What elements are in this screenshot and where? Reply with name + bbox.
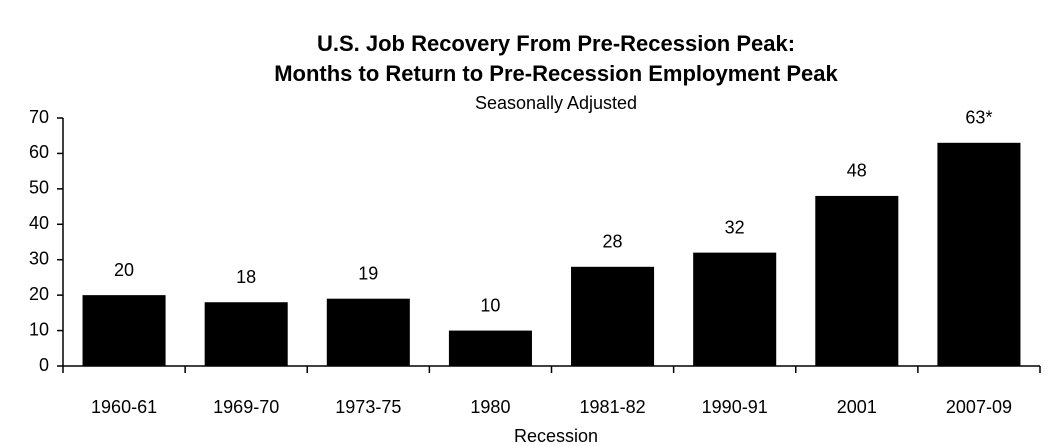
y-tick-label: 10 bbox=[29, 319, 49, 339]
bar bbox=[815, 195, 899, 366]
data-label: 28 bbox=[603, 232, 623, 252]
bar bbox=[204, 302, 288, 366]
bar bbox=[82, 295, 166, 366]
x-tick-label: 1973-75 bbox=[335, 397, 401, 417]
bar bbox=[937, 142, 1021, 366]
data-label: 10 bbox=[480, 295, 500, 315]
y-tick-label: 40 bbox=[29, 213, 49, 233]
x-tick-label: 1990-91 bbox=[702, 397, 768, 417]
data-label: 20 bbox=[114, 260, 134, 280]
x-tick-label: 1960-61 bbox=[91, 397, 157, 417]
data-label: 18 bbox=[236, 267, 256, 287]
y-tick-label: 30 bbox=[29, 248, 49, 268]
bar bbox=[448, 330, 532, 366]
x-tick-label: 1981-82 bbox=[580, 397, 646, 417]
data-label: 19 bbox=[358, 263, 378, 283]
x-tick-label: 2001 bbox=[837, 397, 877, 417]
x-tick-label: 1980 bbox=[470, 397, 510, 417]
chart-subtitle: Seasonally Adjusted bbox=[475, 93, 637, 113]
bar bbox=[693, 252, 777, 366]
y-tick-label: 50 bbox=[29, 178, 49, 198]
x-tick-label: 2007-09 bbox=[946, 397, 1012, 417]
data-label: 63* bbox=[965, 108, 992, 128]
data-label: 48 bbox=[847, 161, 867, 181]
chart-title: U.S. Job Recovery From Pre-Recession Pea… bbox=[317, 31, 795, 56]
x-tick-label: 1969-70 bbox=[213, 397, 279, 417]
bar bbox=[571, 266, 655, 366]
x-axis-label: Recession bbox=[514, 426, 598, 446]
y-tick-label: 70 bbox=[29, 107, 49, 127]
y-tick-label: 0 bbox=[39, 355, 49, 375]
y-tick-label: 60 bbox=[29, 142, 49, 162]
bar bbox=[326, 298, 410, 366]
y-tick-label: 20 bbox=[29, 284, 49, 304]
data-label: 32 bbox=[725, 217, 745, 237]
chart-title: Months to Return to Pre-Recession Employ… bbox=[274, 61, 838, 86]
